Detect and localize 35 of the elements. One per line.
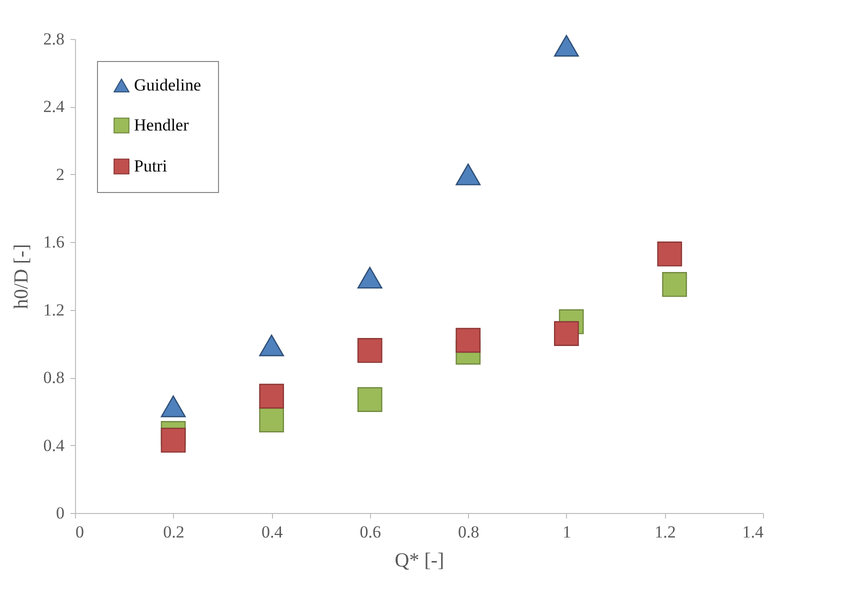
- y-tick-label: 1.2: [43, 300, 64, 320]
- point: [456, 328, 481, 353]
- x-tick-label: 0: [76, 522, 84, 542]
- y-tick-label: 0: [56, 504, 64, 522]
- y-tick-label: 0.4: [43, 436, 65, 455]
- x-tick-label: 0.8: [458, 522, 480, 542]
- x-tick-label: 0.4: [261, 522, 284, 542]
- x-tick-label: 0.6: [360, 522, 381, 542]
- legend-label: Putri: [134, 156, 168, 176]
- point: [554, 321, 579, 346]
- x-tick-label: 1.2: [654, 522, 676, 542]
- y-tick-label: 2.8: [43, 30, 64, 48]
- point: [456, 164, 481, 186]
- point: [554, 34, 579, 57]
- legend-label: Hendler: [134, 116, 190, 134]
- y-tick-label: 2: [56, 164, 64, 184]
- point: [160, 428, 186, 453]
- point: [357, 266, 382, 289]
- x-tick-label: 1.4: [742, 522, 764, 542]
- y-tick-label: 2.4: [43, 97, 65, 116]
- point: [259, 407, 284, 432]
- point: [357, 387, 382, 412]
- y-tick-label: 1.6: [43, 232, 64, 252]
- x-axis-title: Q* [-]: [394, 550, 444, 572]
- y-axis-title: h0/D [-]: [10, 244, 32, 309]
- point: [259, 384, 284, 409]
- x-tick-label: 1: [562, 522, 572, 542]
- x-tick-label: 0.2: [163, 522, 184, 542]
- point: [357, 338, 382, 363]
- point: [657, 242, 682, 266]
- point: [160, 396, 186, 418]
- point: [662, 272, 687, 297]
- point: [259, 334, 284, 356]
- legend-label: Guideline: [134, 76, 202, 94]
- y-tick-label: 0.8: [43, 368, 64, 388]
